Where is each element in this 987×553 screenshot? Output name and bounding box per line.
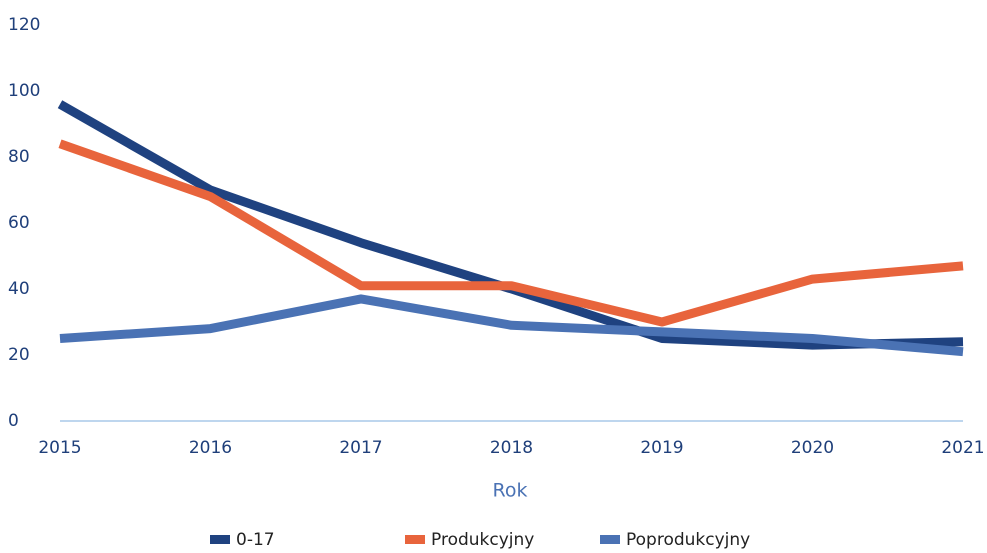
series-line — [58, 139, 964, 327]
legend-label: Poprodukcyjny — [626, 530, 750, 550]
y-tick-label: 20 — [8, 345, 30, 365]
legend-label: Produkcyjny — [431, 530, 534, 550]
series-line — [59, 294, 964, 357]
x-tick-label: 2015 — [38, 438, 81, 458]
x-tick-label: 2020 — [791, 438, 834, 458]
x-tick-label: 2019 — [640, 438, 683, 458]
y-tick-label: 60 — [8, 213, 30, 233]
y-tick-label: 40 — [8, 279, 30, 299]
y-tick-label: 0 — [8, 411, 19, 431]
legend-label: 0-17 — [236, 530, 275, 550]
x-tick-label: 2021 — [941, 438, 984, 458]
y-tick-label: 120 — [8, 15, 40, 35]
x-tick-label: 2018 — [490, 438, 533, 458]
y-tick-label: 100 — [8, 81, 40, 101]
legend-swatch — [210, 535, 230, 544]
x-tick-label: 2016 — [189, 438, 232, 458]
x-axis-label: Rok — [493, 480, 528, 502]
legend-swatch — [405, 535, 425, 544]
x-tick-label: 2017 — [339, 438, 382, 458]
series-line — [57, 100, 964, 350]
legend-swatch — [600, 535, 620, 544]
y-tick-label: 80 — [8, 147, 30, 167]
